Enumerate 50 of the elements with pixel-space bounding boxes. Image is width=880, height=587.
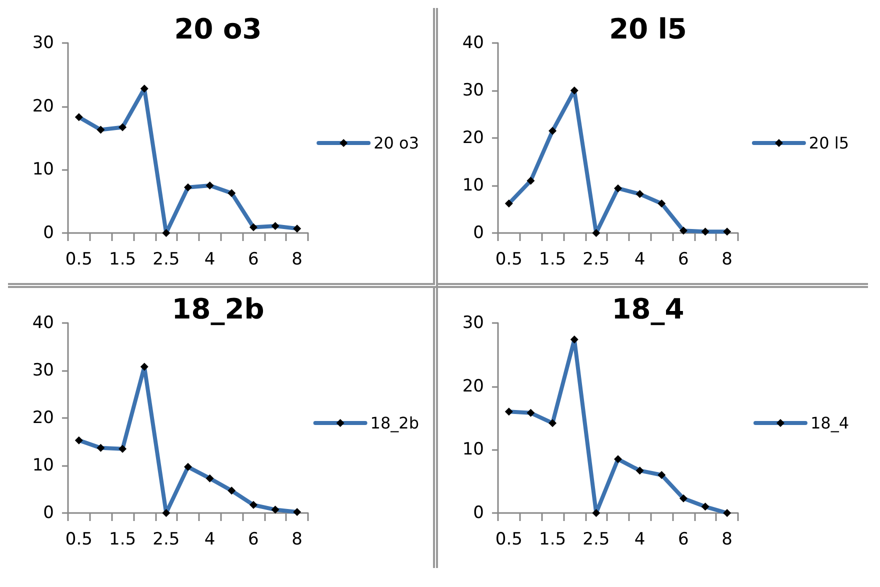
x-tick-label: 0.5 <box>495 530 522 550</box>
x-tick-label: 6 <box>678 250 689 270</box>
x-tick-label: 4 <box>204 530 216 550</box>
x-tick-label: 1.5 <box>539 530 566 550</box>
x-tick-label: 2.5 <box>582 250 610 270</box>
chart-title: 20 l5 <box>609 12 687 46</box>
x-tick-label: 0.5 <box>495 250 522 270</box>
x-tick-label: 4 <box>204 250 216 270</box>
x-tick-label: 2.5 <box>582 530 610 550</box>
x-tick-label: 4 <box>634 530 646 550</box>
y-tick-label: 40 <box>462 33 484 53</box>
legend-label: 18_4 <box>810 414 850 432</box>
x-tick-label: 6 <box>248 530 259 550</box>
y-tick-label: 10 <box>32 160 54 180</box>
x-tick-label: 1.5 <box>109 530 136 550</box>
chart-title: 20 o3 <box>174 12 262 46</box>
y-tick-label: 30 <box>462 80 484 100</box>
chart-title: 18_4 <box>612 292 684 326</box>
y-tick-label: 10 <box>32 456 54 476</box>
chart-title: 18_2b <box>172 292 264 326</box>
y-tick-label: 0 <box>473 223 484 243</box>
y-tick-label: 30 <box>32 33 54 53</box>
x-tick-label: 6 <box>248 250 259 270</box>
x-tick-label: 8 <box>292 250 303 270</box>
legend-label: 20 l5 <box>808 134 850 152</box>
y-tick-label: 20 <box>462 376 484 396</box>
x-tick-label: 8 <box>722 530 733 550</box>
legend-label: 20 o3 <box>374 134 420 152</box>
y-tick-label: 0 <box>43 223 54 243</box>
x-tick-label: 1.5 <box>539 250 566 270</box>
x-tick-label: 8 <box>292 530 303 550</box>
x-tick-label: 6 <box>678 530 689 550</box>
y-tick-label: 0 <box>473 503 484 523</box>
y-tick-label: 20 <box>32 408 54 428</box>
y-tick-label: 20 <box>32 96 54 116</box>
x-tick-label: 0.5 <box>65 530 92 550</box>
y-tick-label: 30 <box>32 360 54 380</box>
y-tick-label: 10 <box>462 176 484 196</box>
y-tick-label: 30 <box>462 313 484 333</box>
y-tick-label: 40 <box>32 313 54 333</box>
x-tick-label: 0.5 <box>65 250 92 270</box>
y-tick-label: 20 <box>462 128 484 148</box>
x-tick-label: 8 <box>722 250 733 270</box>
legend-label: 18_2b <box>370 414 420 432</box>
y-tick-label: 10 <box>462 440 484 460</box>
x-tick-label: 2.5 <box>152 530 180 550</box>
y-tick-label: 0 <box>43 503 54 523</box>
x-tick-label: 1.5 <box>109 250 136 270</box>
x-tick-label: 4 <box>634 250 646 270</box>
x-tick-label: 2.5 <box>152 250 180 270</box>
